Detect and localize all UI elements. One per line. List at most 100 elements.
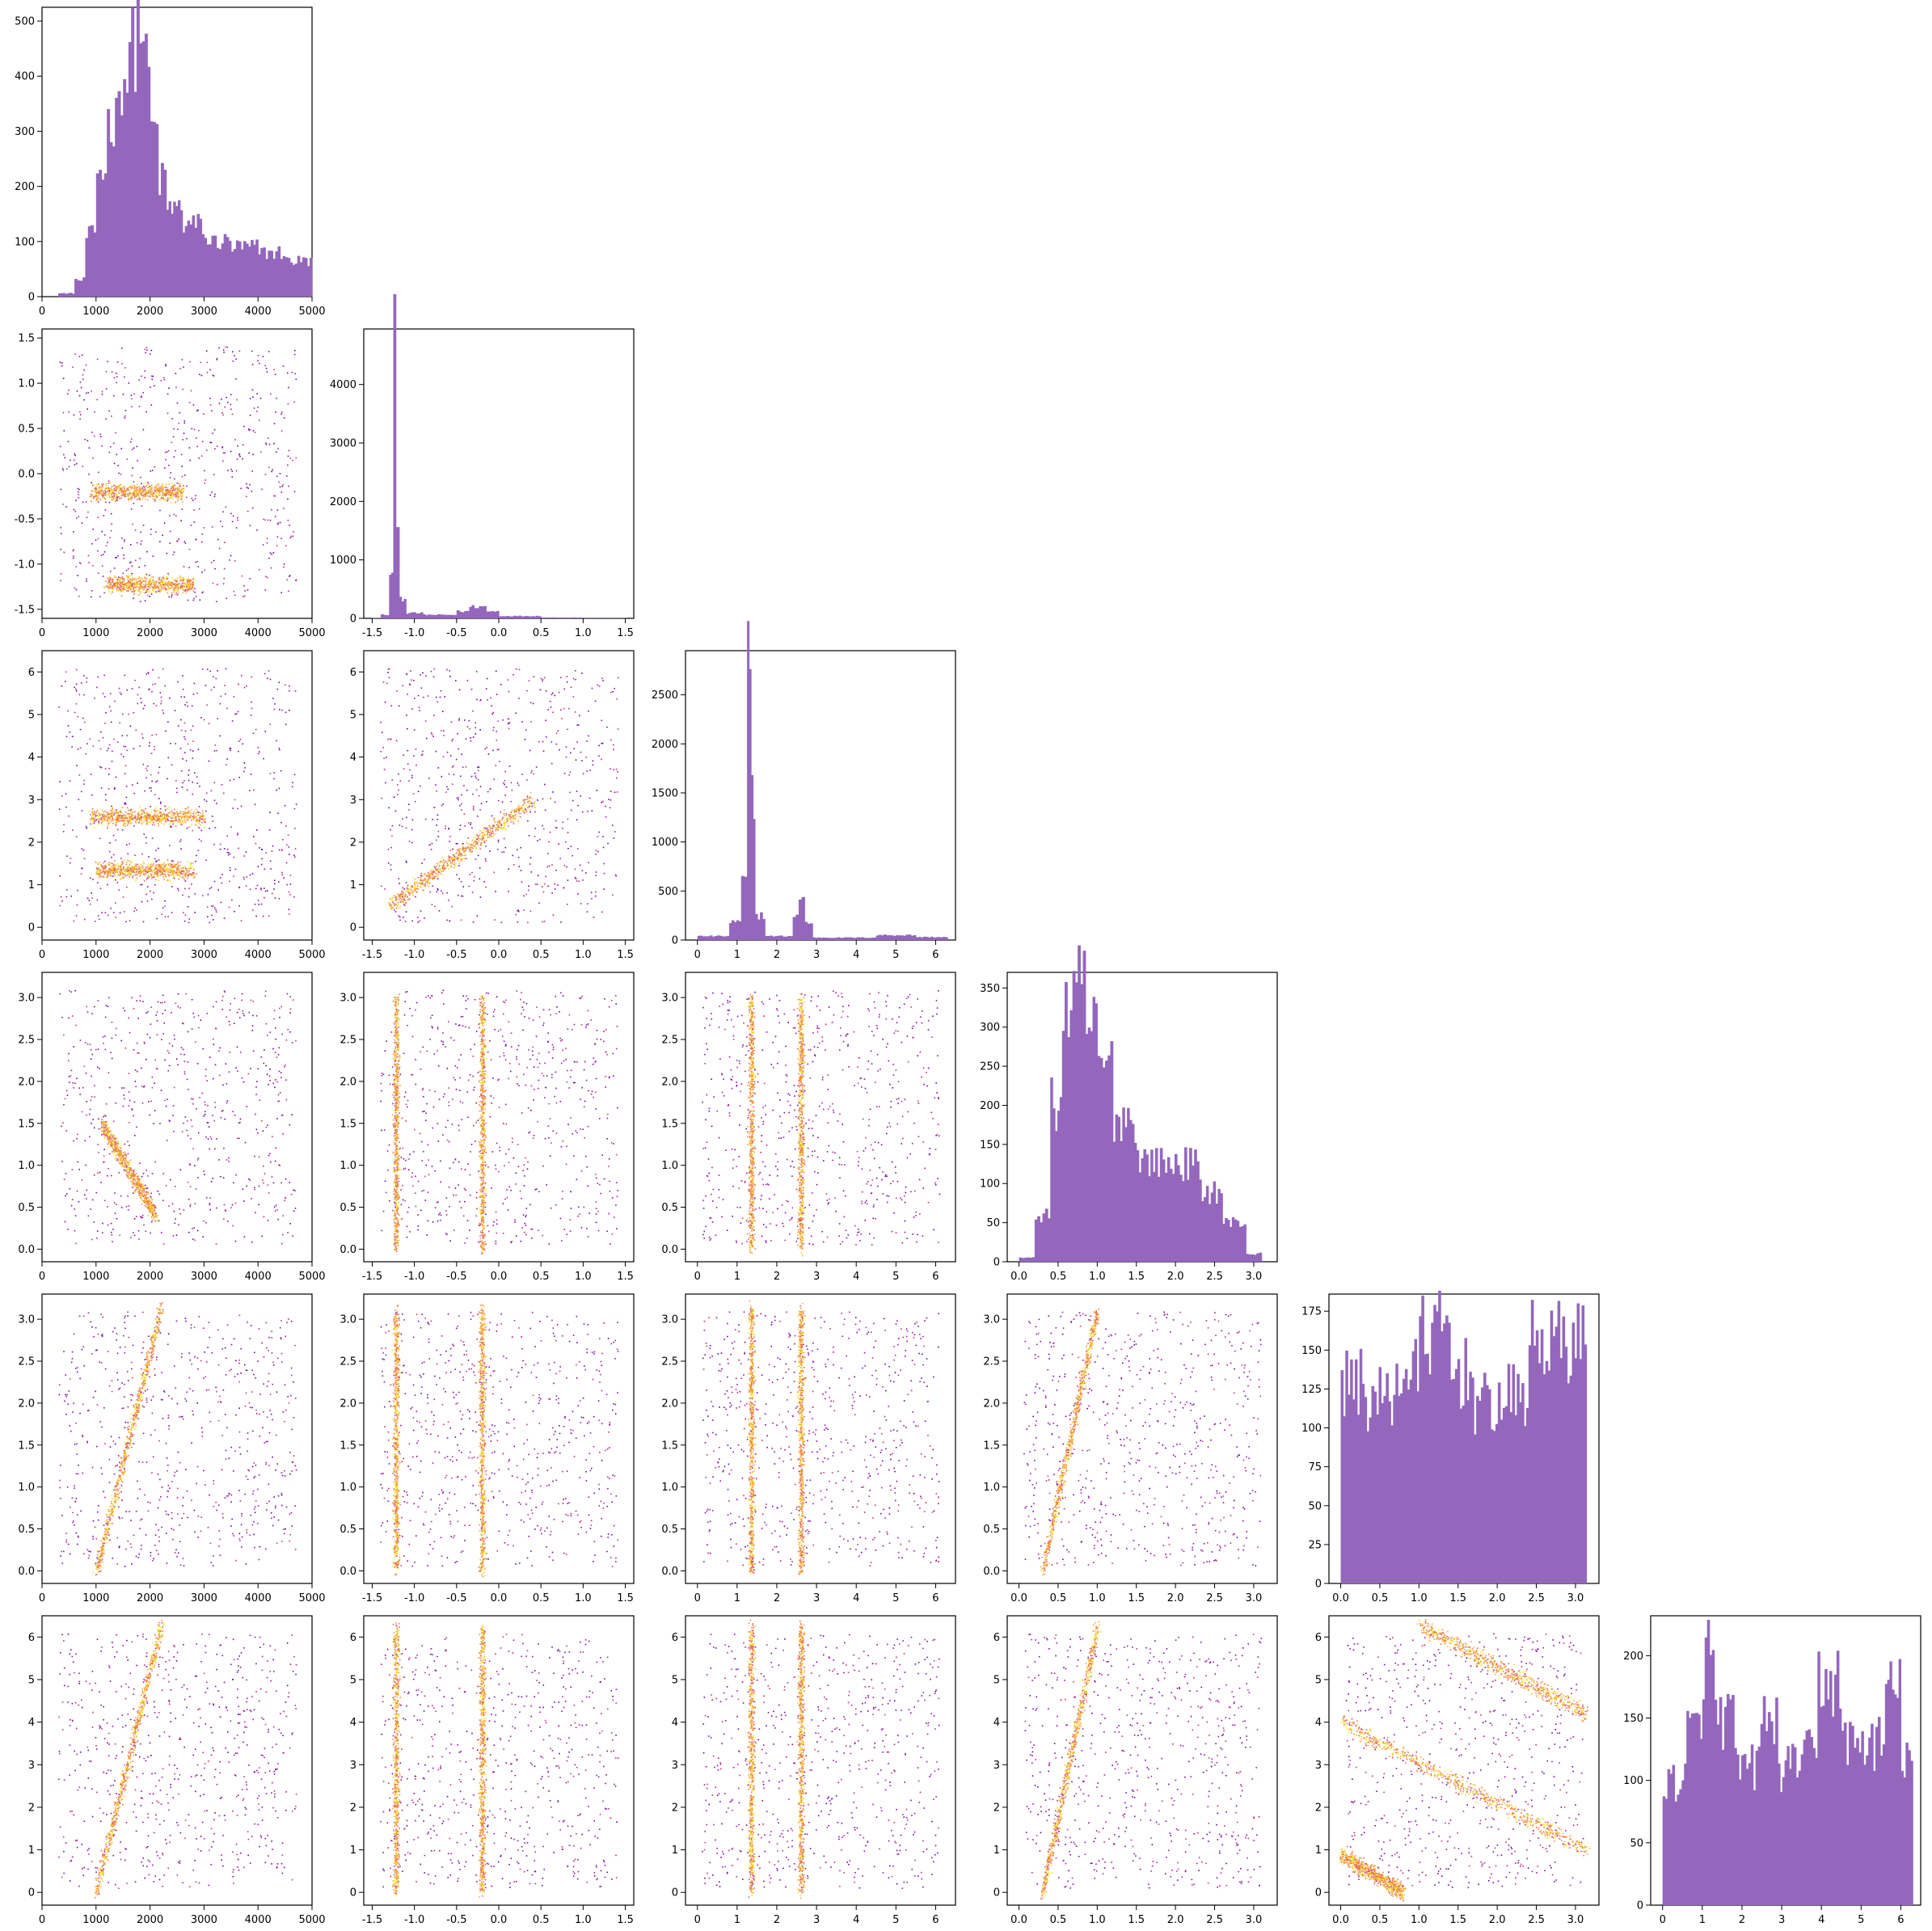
scatter-point <box>115 917 117 918</box>
scatter-point <box>197 566 200 567</box>
scatter-point <box>234 594 236 597</box>
scatter-point <box>235 358 237 360</box>
scatter-point <box>131 572 133 575</box>
scatter-point <box>144 565 146 567</box>
scatter-point <box>222 583 225 585</box>
scatter-point <box>230 512 232 515</box>
scatter-point <box>173 591 175 593</box>
scatter-point <box>111 415 112 417</box>
scatter-point <box>133 490 136 491</box>
scatter-point <box>155 733 158 736</box>
x-tick-label: 6 <box>932 949 939 961</box>
scatter-point <box>105 483 107 485</box>
scatter-point <box>65 671 67 673</box>
scatter-point <box>96 872 99 875</box>
scatter-point <box>160 489 162 491</box>
scatter-point <box>108 744 111 746</box>
axes-frame <box>363 328 635 619</box>
scatter-point <box>128 812 129 815</box>
scatter-point <box>114 866 116 868</box>
scatter-point <box>101 491 103 493</box>
scatter-point <box>160 874 162 876</box>
scatter-point <box>177 865 179 866</box>
scatter-point <box>123 820 124 822</box>
scatter-point <box>137 868 140 871</box>
scatter-point <box>59 781 61 782</box>
scatter-point <box>91 491 94 493</box>
scatter-point <box>274 373 276 376</box>
scatter-point <box>179 819 181 821</box>
scatter-point <box>99 869 102 871</box>
scatter-point <box>110 592 112 595</box>
scatter-point <box>200 812 202 814</box>
x-tick-label: 1.5 <box>1128 1271 1145 1283</box>
scatter-point <box>238 750 239 753</box>
scatter-point <box>130 495 133 497</box>
scatter-point <box>176 791 178 794</box>
scatter-point <box>191 428 193 430</box>
scatter-point <box>188 548 191 550</box>
scatter-point <box>109 446 112 448</box>
scatter-point <box>124 495 127 498</box>
scatter-point <box>176 491 179 493</box>
scatter-point <box>209 494 212 496</box>
scatter-point <box>72 829 74 831</box>
scatter-point <box>154 588 156 590</box>
scatter-point <box>133 577 136 580</box>
scatter-point <box>136 445 138 448</box>
scatter-point <box>134 491 136 494</box>
scatter-point <box>163 492 165 494</box>
scatter-point <box>131 870 133 872</box>
scatter-point <box>289 883 292 885</box>
scatter-point <box>174 812 176 814</box>
scatter-point <box>120 870 122 871</box>
histogram-bar <box>1716 1724 1720 1905</box>
scatter-point <box>97 874 99 876</box>
scatter-point <box>206 916 209 918</box>
scatter-point <box>102 494 104 496</box>
scatter-point <box>118 586 120 588</box>
scatter-point <box>173 551 175 553</box>
scatter-point <box>167 757 170 759</box>
histogram-bar <box>933 937 936 940</box>
scatter-point <box>109 582 112 584</box>
scatter-point <box>131 816 133 818</box>
scatter-point <box>154 813 156 816</box>
scatter-point <box>156 489 158 491</box>
scatter-point <box>146 823 149 825</box>
scatter-point <box>197 826 199 828</box>
scatter-point <box>123 558 125 559</box>
scatter-point <box>116 584 117 586</box>
scatter-point <box>183 870 185 871</box>
scatter-point <box>188 579 189 581</box>
scatter-point <box>188 873 191 875</box>
scatter-point <box>288 913 290 915</box>
histogram-bar <box>861 937 865 940</box>
scatter-point <box>122 578 124 580</box>
scatter-point <box>160 586 162 588</box>
scatter-point <box>251 872 254 875</box>
scatter-point <box>184 704 186 706</box>
scatter-point <box>137 584 139 585</box>
scatter-point <box>83 779 86 782</box>
scatter-point <box>124 376 125 378</box>
scatter-point <box>134 854 136 856</box>
scatter-point <box>103 819 105 820</box>
scatter-point <box>123 874 125 875</box>
scatter-point <box>171 502 173 504</box>
scatter-point <box>108 587 109 588</box>
scatter-point <box>112 496 115 498</box>
scatter-point <box>91 897 93 899</box>
y-tick-label: 300 <box>980 1022 1000 1034</box>
scatter-point <box>137 486 140 488</box>
scatter-point <box>142 816 144 819</box>
scatter-point <box>129 867 131 870</box>
scatter-point <box>133 819 134 821</box>
histogram-bar <box>1115 1114 1119 1262</box>
scatter-point <box>161 871 163 872</box>
scatter-point <box>124 367 126 369</box>
scatter-point <box>112 912 115 913</box>
scatter-point <box>102 866 104 867</box>
scatter-point <box>293 896 295 898</box>
scatter-point <box>141 809 144 811</box>
